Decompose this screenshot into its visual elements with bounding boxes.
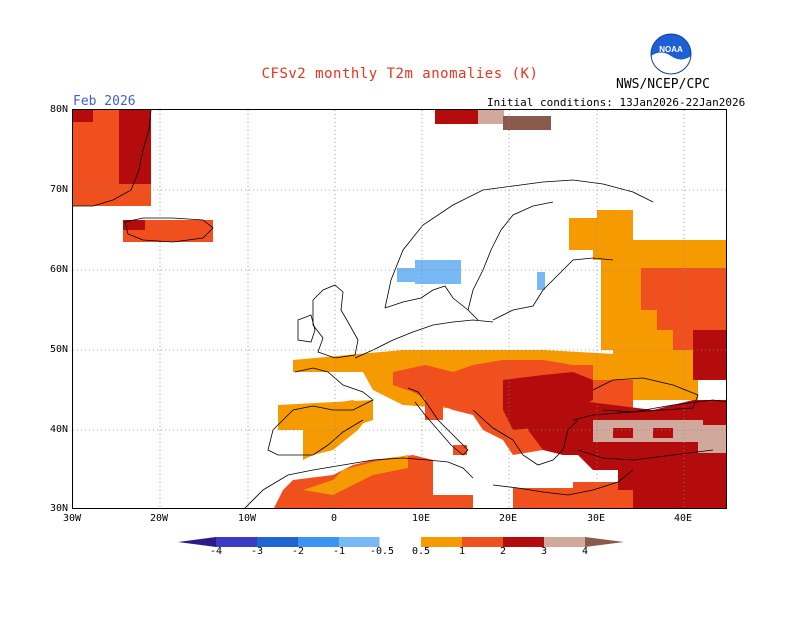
lat-label-60n: 60N [49, 264, 68, 275]
iberia-anomaly [278, 400, 373, 470]
noaa-logo-icon: NOAA [650, 33, 692, 78]
anomaly-map [72, 109, 727, 509]
lon-label-30w: 30W [62, 513, 82, 524]
turkey-anomaly [573, 400, 726, 508]
lon-label-20w: 20W [149, 513, 169, 524]
chart-title: CFSv2 monthly T2m anomalies (K) [261, 66, 539, 82]
lon-label-0: 0 [330, 513, 338, 524]
lat-label-30n: 30N [49, 503, 68, 514]
lat-label-40n: 40N [49, 424, 68, 435]
coastlines [73, 110, 726, 508]
lon-label-10w: 10W [237, 513, 257, 524]
forecast-month: Feb 2026 [73, 94, 136, 109]
colorbar-label: -3 [250, 546, 264, 557]
colorbar-label: -0.5 [369, 546, 395, 557]
norway-cool-patch [397, 260, 545, 290]
colorbar-label: 0.5 [411, 546, 431, 557]
colorbar-label: -1 [332, 546, 346, 557]
eastern-europe-anomaly [569, 210, 726, 410]
svg-text:NOAA: NOAA [659, 45, 683, 54]
graticule [73, 110, 726, 508]
colorbar-label: 2 [499, 546, 507, 557]
colorbar [178, 534, 628, 548]
greenland-anomaly [73, 110, 151, 206]
agency-label: NWS/NCEP/CPC [616, 77, 710, 92]
lat-label-50n: 50N [49, 344, 68, 355]
lon-label-20e: 20E [498, 513, 518, 524]
lon-label-40e: 40E [673, 513, 693, 524]
colorbar-label: 1 [458, 546, 466, 557]
iceland-anomaly [123, 220, 213, 242]
svalbard-anomaly [435, 110, 551, 130]
lat-label-80n: 80N [49, 104, 68, 115]
colorbar-label: -2 [291, 546, 305, 557]
lon-label-10e: 10E [411, 513, 431, 524]
colorbar-label: 3 [540, 546, 548, 557]
lat-label-70n: 70N [49, 184, 68, 195]
colorbar-label: 4 [581, 546, 589, 557]
lon-label-30e: 30E [586, 513, 606, 524]
colorbar-label: -4 [209, 546, 223, 557]
anomaly-map-svg [73, 110, 726, 508]
initial-conditions: Initial conditions: 13Jan2026-22Jan2026 [487, 96, 746, 109]
